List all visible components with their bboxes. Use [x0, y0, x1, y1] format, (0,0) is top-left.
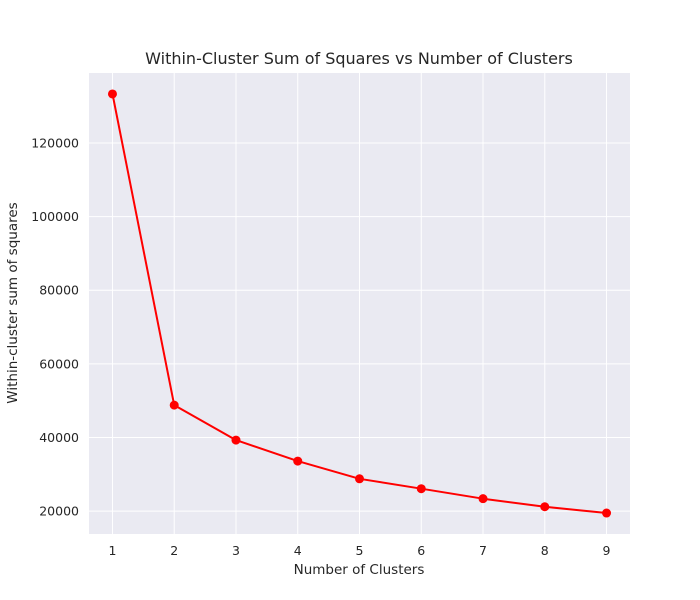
x-tick-label: 6 — [417, 543, 425, 558]
y-tick-label: 40000 — [39, 430, 79, 445]
x-tick-label: 5 — [356, 543, 364, 558]
data-point — [416, 484, 426, 494]
x-tick-label: 8 — [541, 543, 549, 558]
y-tick-label: 60000 — [39, 356, 79, 371]
data-point — [602, 508, 612, 518]
x-tick-label: 7 — [479, 543, 487, 558]
x-axis-label: Number of Clusters — [294, 562, 425, 578]
data-point — [540, 502, 550, 512]
y-tick-label: 20000 — [39, 504, 79, 519]
grid-lines — [89, 73, 630, 534]
x-tick-label: 3 — [232, 543, 240, 558]
data-point — [231, 435, 241, 445]
data-point — [355, 474, 364, 484]
y-tick-label: 120000 — [31, 135, 79, 150]
chart-title: Within-Cluster Sum of Squares vs Number … — [145, 49, 573, 68]
x-tick-label: 2 — [170, 543, 178, 558]
data-point — [169, 400, 179, 410]
x-tick-label: 1 — [108, 543, 116, 558]
x-tick-label: 4 — [294, 543, 302, 558]
y-tick-labels: 20000 40000 60000 80000 100000 120000 — [31, 135, 79, 518]
y-axis-label: Within-cluster sum of squares — [5, 202, 21, 403]
data-point — [478, 494, 488, 504]
x-tick-labels: 1 2 3 4 5 6 7 8 9 — [108, 543, 610, 558]
y-tick-label: 100000 — [31, 209, 79, 224]
series-layer — [107, 89, 612, 518]
x-tick-label: 9 — [603, 543, 611, 558]
y-tick-label: 80000 — [39, 283, 79, 298]
data-point — [293, 456, 303, 466]
data-point — [107, 89, 117, 99]
